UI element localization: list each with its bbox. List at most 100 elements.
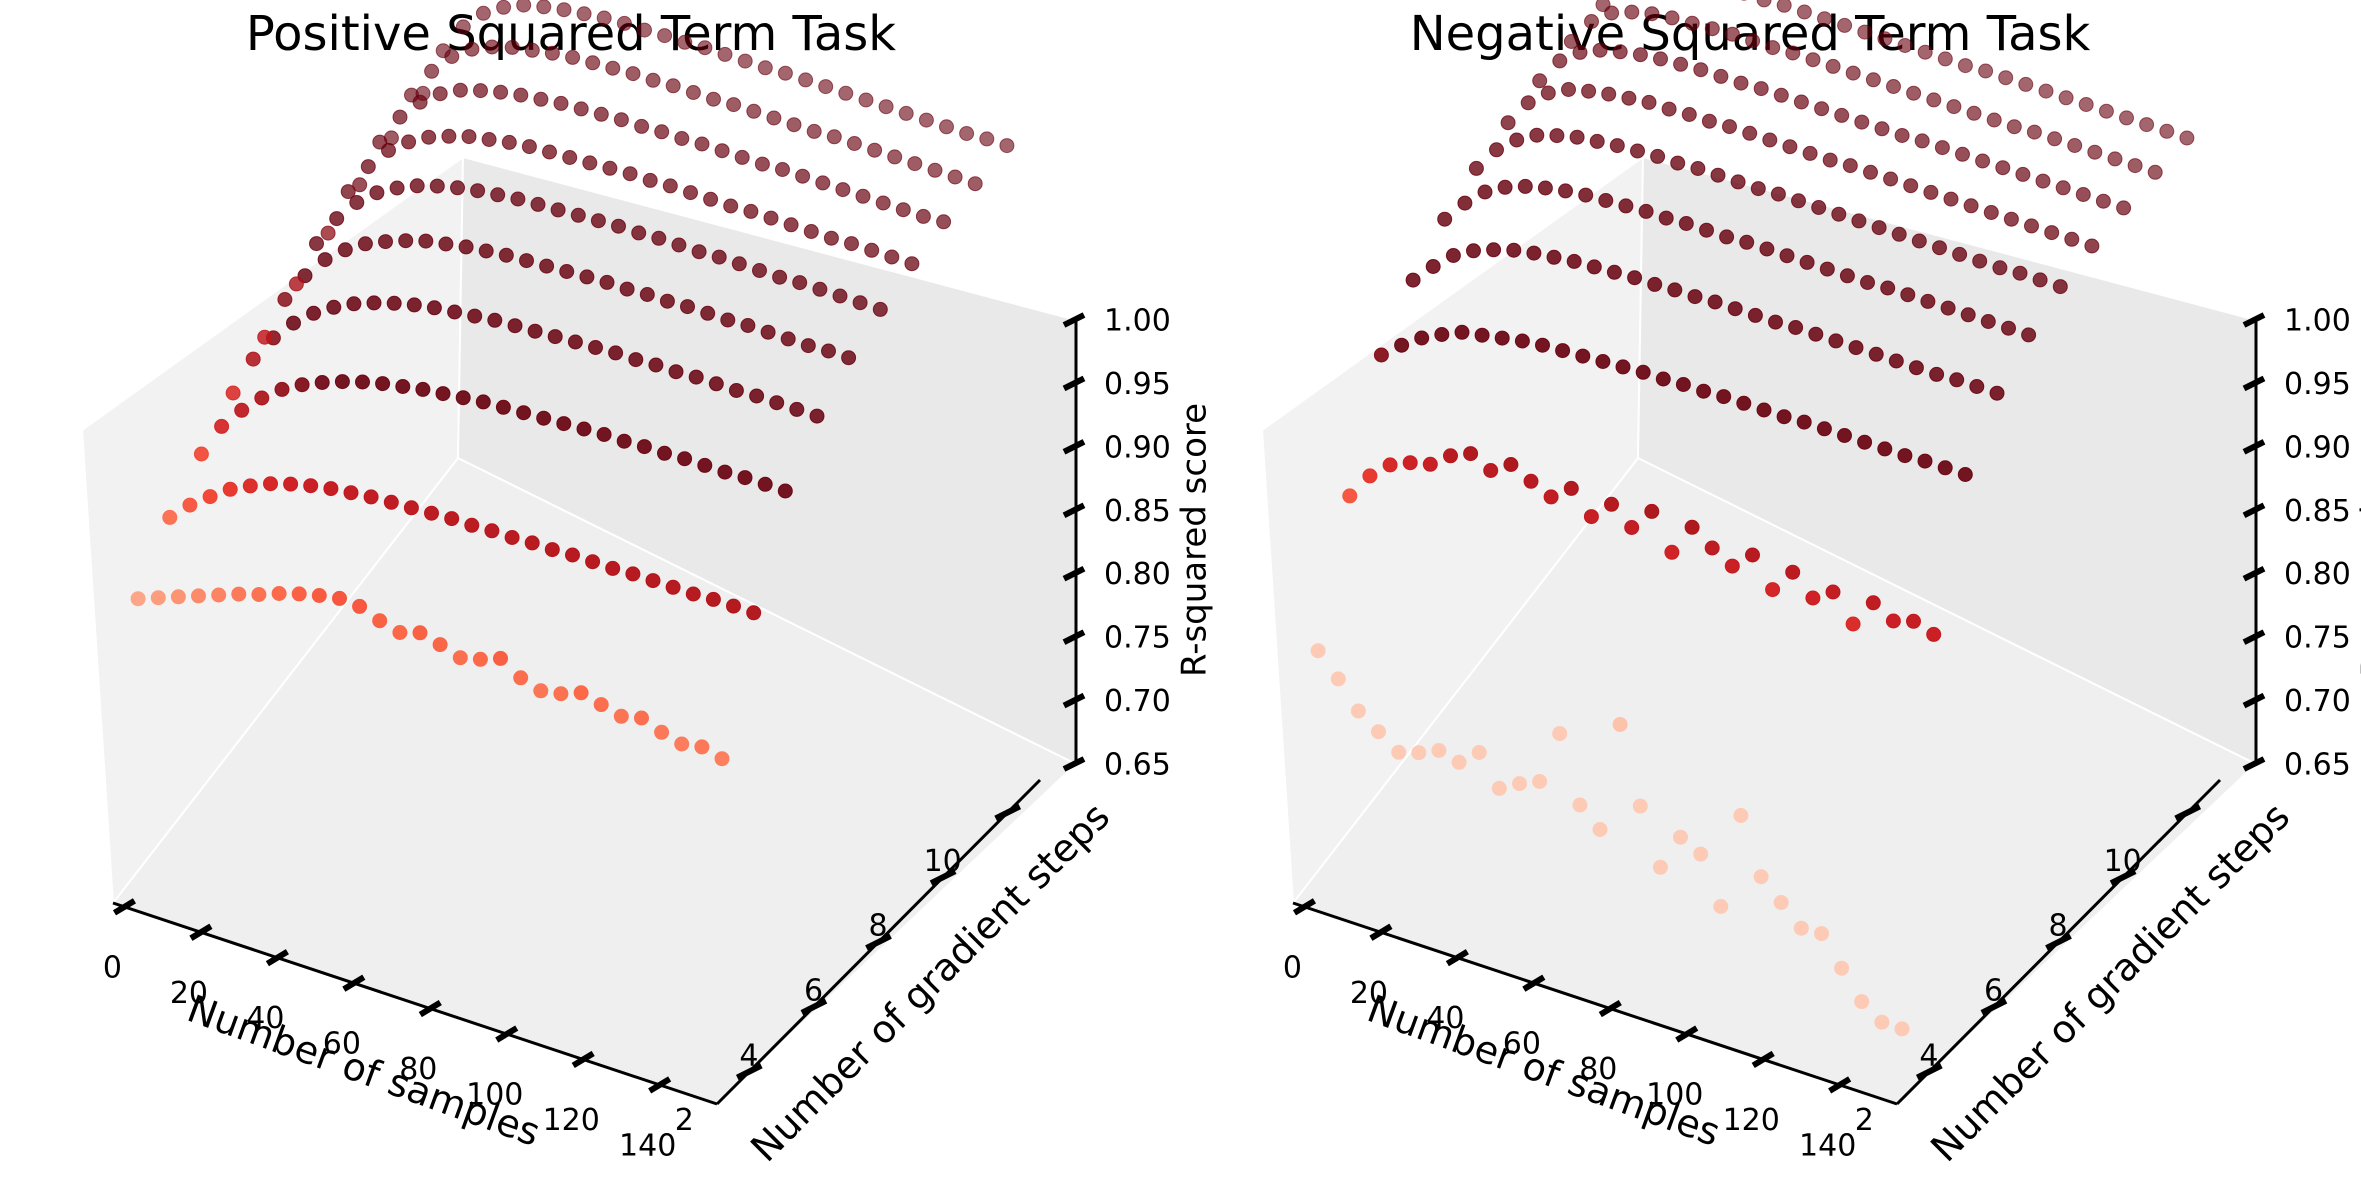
data-point bbox=[415, 85, 431, 101]
data-point bbox=[1808, 326, 1824, 342]
data-point bbox=[375, 376, 391, 392]
data-point bbox=[786, 117, 802, 133]
data-point bbox=[1880, 280, 1896, 296]
x-axis-line bbox=[112, 901, 718, 1106]
data-point bbox=[504, 530, 520, 545]
data-point bbox=[1932, 240, 1947, 256]
data-point bbox=[2095, 193, 2111, 209]
data-point bbox=[2044, 225, 2060, 241]
data-point bbox=[2078, 97, 2094, 112]
y-tick-label: 2 bbox=[675, 1103, 694, 1138]
data-point bbox=[757, 60, 773, 76]
x-tick bbox=[189, 923, 213, 941]
data-point bbox=[1793, 920, 1809, 936]
data-point bbox=[1998, 70, 2014, 86]
x-tick bbox=[648, 1076, 672, 1094]
data-point bbox=[585, 554, 601, 570]
data-point bbox=[864, 242, 880, 258]
data-point bbox=[593, 106, 609, 122]
data-point bbox=[1558, 183, 1573, 199]
data-point bbox=[1350, 703, 1366, 719]
data-point bbox=[769, 395, 785, 411]
data-point bbox=[915, 208, 931, 224]
data-point bbox=[1819, 261, 1835, 277]
data-point bbox=[1805, 590, 1821, 606]
data-point bbox=[274, 381, 290, 397]
data-point bbox=[501, 134, 517, 150]
data-point bbox=[1684, 15, 1700, 31]
data-point bbox=[1612, 44, 1628, 60]
data-point bbox=[654, 724, 670, 740]
data-point bbox=[596, 10, 612, 26]
data-point bbox=[1883, 171, 1899, 187]
data-point bbox=[1693, 62, 1709, 78]
data-point bbox=[162, 509, 178, 525]
z-tick bbox=[1062, 375, 1086, 392]
data-point bbox=[1900, 287, 1916, 303]
data-point bbox=[2038, 83, 2054, 99]
data-point bbox=[346, 296, 362, 312]
data-point bbox=[1581, 83, 1597, 99]
data-point bbox=[898, 105, 914, 121]
z-tick bbox=[2242, 312, 2266, 328]
data-point bbox=[1425, 259, 1441, 274]
data-point bbox=[1992, 260, 2008, 276]
data-point bbox=[1670, 155, 1686, 171]
data-point bbox=[651, 230, 667, 246]
data-point bbox=[1330, 671, 1346, 687]
data-point bbox=[1952, 246, 1968, 262]
data-point bbox=[326, 299, 342, 315]
data-point bbox=[1750, 181, 1766, 197]
data-point bbox=[1572, 797, 1588, 813]
data-point bbox=[513, 87, 529, 103]
data-point bbox=[211, 587, 227, 603]
data-point bbox=[1500, 115, 1516, 131]
data-point bbox=[311, 588, 327, 603]
data-point bbox=[688, 369, 704, 385]
x-tick-label: 40 bbox=[1426, 1001, 1464, 1036]
data-point bbox=[458, 239, 474, 255]
data-point bbox=[1776, 0, 1792, 13]
data-point bbox=[1710, 167, 1726, 183]
data-point bbox=[317, 252, 333, 268]
data-point bbox=[1897, 38, 1913, 53]
data-point bbox=[800, 338, 816, 354]
data-point bbox=[294, 377, 310, 393]
data-point bbox=[887, 149, 903, 165]
data-point bbox=[426, 300, 442, 316]
data-point bbox=[493, 84, 509, 100]
data-point bbox=[728, 383, 744, 398]
data-point bbox=[303, 478, 319, 494]
data-point bbox=[1523, 473, 1539, 489]
x-tick bbox=[342, 974, 366, 992]
data-point bbox=[731, 256, 747, 272]
data-point bbox=[2139, 117, 2155, 133]
data-point bbox=[401, 134, 417, 150]
data-point bbox=[918, 112, 934, 128]
data-point bbox=[1874, 121, 1890, 137]
data-point bbox=[1776, 409, 1792, 425]
data-point bbox=[452, 82, 468, 98]
data-point bbox=[1474, 327, 1490, 343]
data-point bbox=[1914, 133, 1930, 149]
data-point bbox=[1310, 643, 1326, 659]
z-tick bbox=[1062, 629, 1086, 645]
data-point bbox=[904, 256, 920, 272]
data-point bbox=[754, 156, 770, 172]
data-point bbox=[677, 34, 693, 50]
data-point bbox=[1842, 158, 1858, 174]
data-point bbox=[1917, 44, 1933, 60]
data-point bbox=[775, 162, 790, 177]
data-point bbox=[559, 264, 575, 279]
y-tick bbox=[2174, 803, 2202, 822]
data-point bbox=[438, 236, 454, 252]
data-point bbox=[283, 476, 299, 492]
data-point bbox=[507, 318, 523, 334]
data-point bbox=[1552, 726, 1568, 742]
x-tick-label: 80 bbox=[399, 1052, 437, 1087]
data-point bbox=[1584, 14, 1599, 29]
data-point bbox=[1696, 383, 1712, 399]
data-point bbox=[645, 72, 661, 88]
data-point bbox=[1704, 21, 1720, 37]
data-point bbox=[1701, 113, 1717, 129]
